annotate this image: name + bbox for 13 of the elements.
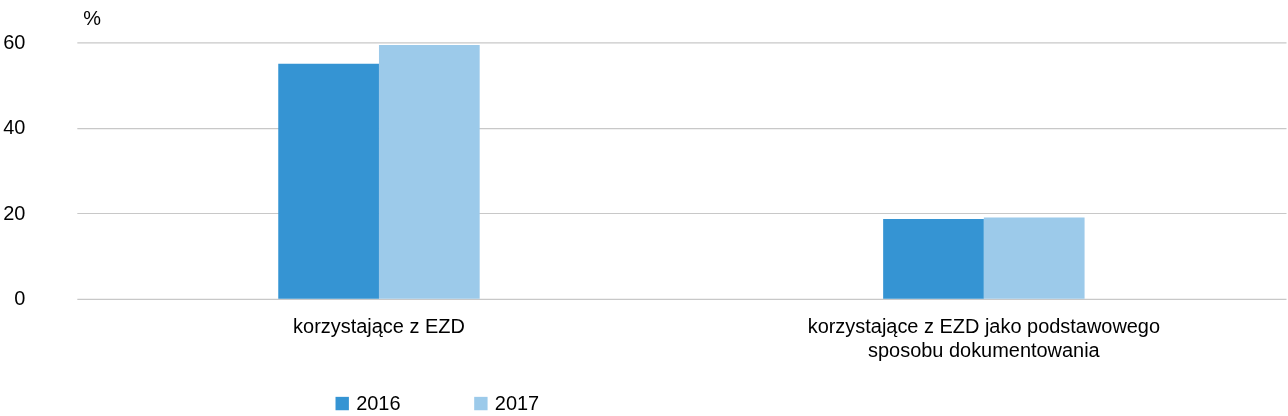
bar bbox=[883, 218, 984, 299]
legend-label: 2016 bbox=[356, 391, 401, 414]
bar bbox=[983, 217, 1085, 299]
bar bbox=[278, 63, 379, 299]
x-tick-label: korzystające z EZD jako podstawowego sposobu dokumentowania bbox=[807, 315, 1161, 362]
legend-label: 2017 bbox=[494, 391, 540, 414]
y-tick-label: 60 bbox=[3, 30, 26, 53]
x-tick-label: korzystające z EZD bbox=[293, 315, 465, 338]
y-tick-label: 40 bbox=[3, 116, 26, 139]
y-tick-label: 0 bbox=[14, 287, 26, 310]
y-tick-label: 20 bbox=[3, 201, 26, 224]
y-axis-title: % bbox=[83, 6, 102, 29]
bar bbox=[378, 44, 480, 299]
